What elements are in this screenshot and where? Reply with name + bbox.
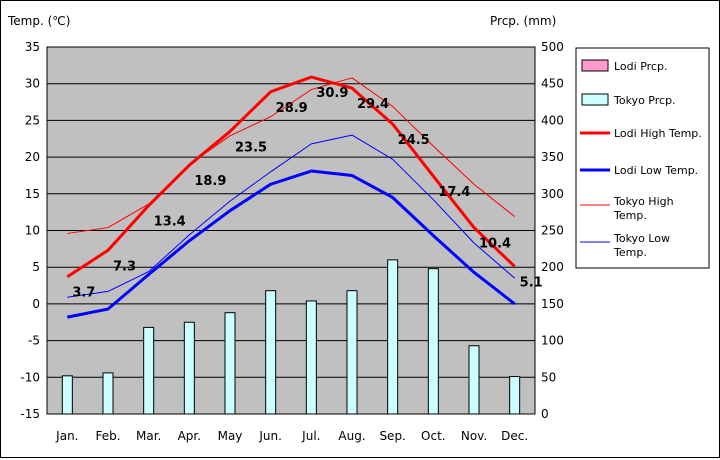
- x-tick-label: Jul.: [301, 429, 320, 443]
- x-tick-label: Aug.: [338, 429, 365, 443]
- left-tick-label: 25: [25, 113, 40, 127]
- temp-line: [67, 134, 515, 298]
- legend-swatch: [581, 93, 609, 106]
- data-label: 28.9: [276, 101, 308, 116]
- legend-label: Lodi Low Temp.: [614, 164, 698, 177]
- right-tick-label: 300: [541, 187, 564, 201]
- right-tick-label: 400: [541, 113, 564, 127]
- data-label: 10.4: [479, 237, 511, 252]
- left-tick-label: 0: [32, 297, 40, 311]
- precip-bar: [468, 345, 480, 415]
- left-axis-title: Temp. (℃): [7, 14, 70, 28]
- data-label: 29.4: [357, 97, 389, 112]
- right-tick-label: 0: [541, 407, 549, 421]
- temperature-lines: [66, 75, 516, 319]
- x-tick-label: Jan.: [55, 429, 78, 443]
- data-label: 23.5: [235, 140, 267, 155]
- right-tick-label: 200: [541, 260, 564, 274]
- x-tick-label: Oct.: [421, 429, 446, 443]
- precip-bar: [143, 326, 155, 415]
- right-tick-label: 150: [541, 297, 564, 311]
- x-tick-label: Dec.: [501, 429, 528, 443]
- legend-label: Tokyo Low Temp.: [613, 232, 670, 259]
- legend-label: Lodi High Temp.: [614, 127, 702, 140]
- precip-bar: [61, 375, 73, 415]
- data-label: 13.4: [154, 215, 186, 230]
- legend-swatch: [581, 59, 609, 72]
- left-tick-label: 15: [25, 187, 40, 201]
- precip-bar: [346, 290, 358, 415]
- legend-label: Tokyo Prcp.: [613, 94, 676, 107]
- left-tick-label: 20: [25, 150, 40, 164]
- precipitation-bars: [61, 259, 521, 415]
- x-tick-label: Nov.: [461, 429, 487, 443]
- data-label: 24.5: [398, 133, 430, 148]
- legend-label: Lodi Prcp.: [614, 60, 667, 73]
- right-tick-label: 350: [541, 150, 564, 164]
- left-tick-label: -10: [20, 370, 40, 384]
- legend: Lodi Prcp. Tokyo Prcp. Lodi High Temp. Lodi…: [575, 47, 710, 269]
- right-axis-title: Prcp. (mm): [490, 14, 556, 28]
- grid-lines: [47, 83, 535, 378]
- precip-bar: [102, 372, 114, 415]
- left-tick-label: 10: [25, 224, 40, 238]
- precip-bar: [183, 321, 195, 415]
- right-tick-label: 250: [541, 224, 564, 238]
- right-tick-label: 50: [541, 370, 556, 384]
- precip-bar: [509, 376, 521, 415]
- x-tick-label: May: [218, 429, 243, 443]
- right-tick-label: 450: [541, 77, 564, 91]
- x-tick-label: Jun.: [258, 429, 282, 443]
- data-label: 3.7: [72, 286, 95, 301]
- legend-label: Tokyo High Temp.: [613, 195, 674, 222]
- left-tick-label: -15: [20, 407, 40, 421]
- temp-line: [67, 77, 515, 234]
- precip-bar: [224, 312, 236, 415]
- left-tick-label: 5: [32, 260, 40, 274]
- x-tick-label: Apr.: [178, 429, 201, 443]
- data-label: 30.9: [316, 86, 348, 101]
- precip-bar: [427, 268, 439, 415]
- legend-box: [575, 47, 710, 269]
- data-label: 5.1: [520, 275, 543, 290]
- data-label: 7.3: [113, 259, 136, 274]
- data-label: 18.9: [194, 174, 226, 189]
- data-label: 17.4: [438, 185, 470, 200]
- x-tick-label: Sep.: [379, 429, 405, 443]
- left-tick-label: -5: [28, 334, 40, 348]
- precip-bar: [265, 290, 277, 415]
- precip-bar: [305, 300, 317, 415]
- x-tick-label: Mar.: [136, 429, 161, 443]
- right-tick-label: 100: [541, 334, 564, 348]
- temp-line: [67, 169, 516, 319]
- temp-line: [66, 75, 516, 278]
- precip-bar: [387, 259, 399, 415]
- left-tick-label: 30: [25, 77, 40, 91]
- right-tick-label: 500: [541, 40, 564, 54]
- x-tick-label: Feb.: [95, 429, 120, 443]
- left-tick-label: 35: [25, 40, 40, 54]
- data-labels: 3.7 7.3 13.4 18.9 23.5 28.9 30.9 29.4 24.5 17.4 10…: [72, 86, 542, 301]
